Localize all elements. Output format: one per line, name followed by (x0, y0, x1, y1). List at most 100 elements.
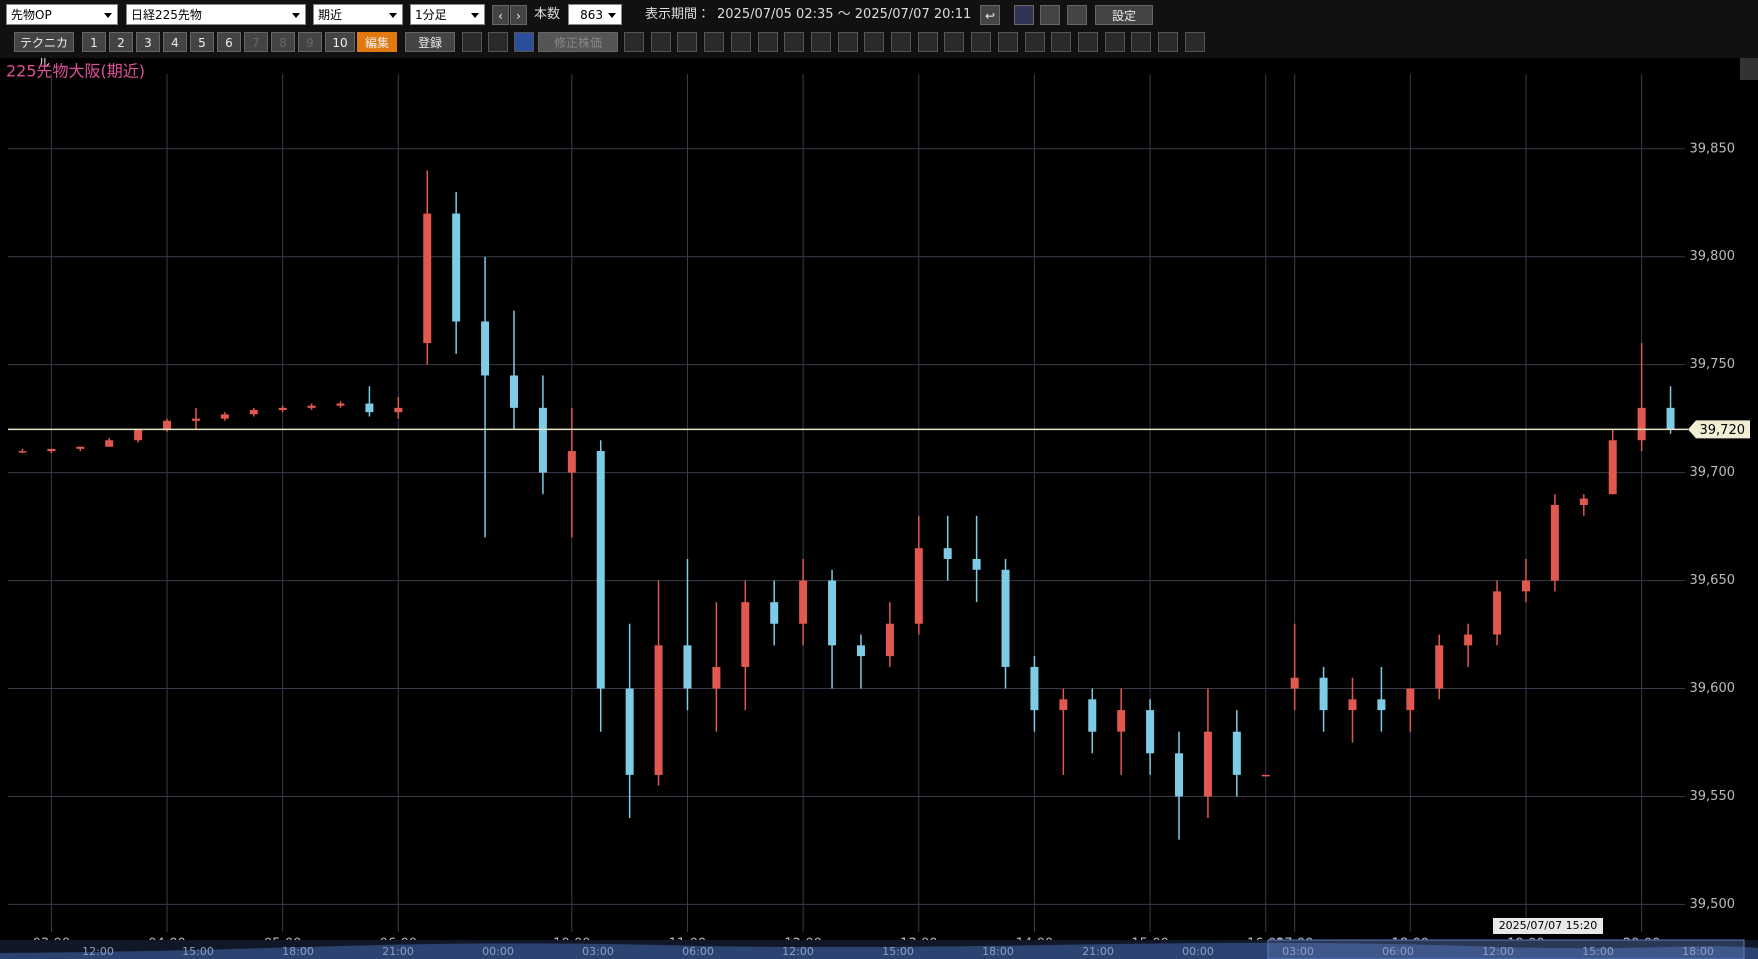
candle-body (105, 440, 114, 447)
tool-icon[interactable] (864, 32, 885, 52)
tool-icon[interactable] (1104, 32, 1125, 52)
tool-icon[interactable] (488, 32, 508, 52)
prev-button[interactable]: ‹ (492, 5, 509, 25)
candle-body (423, 213, 432, 344)
tool-icon[interactable] (971, 32, 992, 52)
last-price-label: 39,720 (1700, 423, 1746, 438)
candle-body (654, 645, 663, 775)
cursor-label: 2025/07/07 15:20 (1499, 919, 1598, 932)
tool-icon[interactable] (837, 32, 858, 52)
count-input[interactable]: 863 (568, 4, 622, 25)
candle-body (538, 407, 547, 473)
candle-body (1030, 666, 1039, 711)
candle-body (828, 580, 837, 646)
tool-icon[interactable] (917, 32, 938, 52)
tool-icon[interactable] (891, 32, 911, 52)
preset-button[interactable]: 2 (109, 32, 133, 52)
candle-body (1203, 731, 1212, 797)
preset-button[interactable]: 9 (298, 32, 322, 52)
navigator-label: 00:00 (1182, 945, 1214, 958)
tool-icon[interactable] (704, 32, 725, 52)
chart-title: 225先物大阪(期近) (6, 62, 145, 81)
candle-body (596, 451, 605, 689)
symbol-select[interactable]: 日経225先物 (126, 4, 306, 25)
technical-button[interactable]: テクニカル (14, 32, 74, 70)
navigator-label: 12:00 (82, 945, 114, 958)
navigator-label: 06:00 (1382, 945, 1414, 958)
preset-button[interactable]: 8 (271, 32, 295, 52)
preset-button[interactable]: 10 (325, 32, 355, 52)
register-button[interactable]: 登録 (405, 32, 455, 52)
candle-body (567, 451, 576, 473)
y-tick-label: 39,650 (1690, 573, 1736, 588)
y-tick-label: 39,700 (1690, 465, 1736, 480)
preset-button[interactable]: 4 (163, 32, 187, 52)
adjusted-price-button[interactable]: 修正株価 (538, 32, 618, 52)
contract-select[interactable]: 期近 (313, 4, 403, 25)
tool-icon[interactable] (1131, 32, 1152, 52)
tool-icon[interactable] (757, 32, 778, 52)
navigator-label: 21:00 (1082, 945, 1114, 958)
tool-icon[interactable] (730, 32, 751, 52)
collapse-button[interactable] (1740, 58, 1758, 80)
preset-button[interactable]: 7 (244, 32, 268, 52)
candle-body (278, 407, 287, 411)
preset-button[interactable]: 3 (136, 32, 160, 52)
tool-icon[interactable] (1024, 32, 1045, 52)
tool-icon[interactable] (624, 32, 644, 52)
candle-body (1290, 677, 1299, 689)
candle-body (1261, 774, 1270, 777)
candle-body (799, 580, 808, 624)
tool-icon[interactable] (944, 32, 965, 52)
tool-icon[interactable] (650, 32, 671, 52)
y-tick-label: 39,800 (1690, 249, 1736, 264)
candle-body (1232, 731, 1241, 775)
tool-icon[interactable] (1158, 32, 1178, 52)
tool-icon[interactable] (1051, 32, 1072, 52)
navigator-label: 12:00 (782, 945, 814, 958)
market-select[interactable]: 先物OP (6, 4, 118, 25)
edit-button[interactable]: 編集 (357, 32, 397, 52)
candle-body (509, 375, 518, 408)
preset-button[interactable]: 5 (190, 32, 214, 52)
cursor-label-box (1493, 918, 1603, 934)
tool-icon[interactable] (462, 32, 482, 52)
candle-body (1435, 645, 1444, 689)
candle-body (1377, 699, 1386, 711)
candle-body (1464, 634, 1473, 646)
tool-icon[interactable] (997, 32, 1018, 52)
undo-button[interactable]: ↩ (980, 5, 1000, 25)
preset-button[interactable]: 1 (82, 32, 106, 52)
candle-body (1088, 699, 1097, 732)
next-button[interactable]: › (510, 5, 527, 25)
candle-body (885, 623, 894, 657)
candle-body (1175, 753, 1184, 797)
candle-body (336, 403, 345, 406)
tool-icon[interactable] (1184, 32, 1205, 52)
period-value: 2025/07/05 02:35 ～ 2025/07/07 20:11 (717, 7, 972, 22)
candle-body (770, 602, 779, 624)
candle-body (914, 548, 923, 624)
interval-select[interactable]: 1分足 (410, 4, 485, 25)
preset-button[interactable]: 6 (217, 32, 241, 52)
print-button[interactable] (1040, 5, 1060, 25)
candle-body (1146, 710, 1155, 754)
candle-body (220, 414, 229, 419)
candle-body (249, 410, 258, 415)
navigator-label: 03:00 (582, 945, 614, 958)
candle-body (856, 645, 865, 657)
candle-body (1493, 591, 1502, 635)
tool-icon[interactable] (514, 32, 534, 52)
tool-icon[interactable] (784, 32, 805, 52)
y-tick-label: 39,500 (1690, 897, 1736, 912)
tool-icon[interactable] (677, 32, 698, 52)
tool-icon[interactable] (1077, 32, 1098, 52)
settings-button[interactable]: 設定 (1095, 5, 1153, 25)
export-button[interactable] (1067, 5, 1087, 25)
candle-body (1348, 699, 1357, 711)
period-label: 表示期間： (645, 7, 711, 22)
navigator-label: 18:00 (1682, 945, 1714, 958)
tool-icon[interactable] (810, 32, 831, 52)
mode-button[interactable] (1014, 5, 1034, 25)
candle-body (1550, 505, 1559, 581)
